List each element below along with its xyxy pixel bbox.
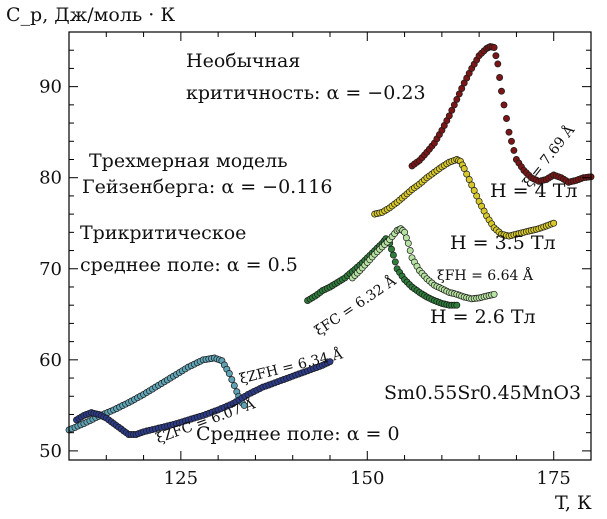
data-point: [240, 401, 248, 409]
y-tick-label: 70: [39, 259, 62, 280]
series-0: [65, 354, 248, 434]
x-tick-label: 125: [164, 468, 198, 489]
y-tick-label: 50: [39, 441, 62, 462]
annotation-heisenberg-line1: Трехмерная модель: [89, 150, 288, 172]
chart-marks: [65, 43, 595, 438]
annotation-tricritical-line1: Трикритическое: [80, 222, 247, 244]
field-label-2-6T: H = 2.6 Тл: [430, 306, 536, 328]
series-4: [371, 156, 558, 240]
data-point: [453, 95, 461, 103]
series-5: [408, 43, 595, 186]
data-point: [465, 176, 473, 183]
data-point: [450, 101, 458, 109]
data-point: [496, 74, 504, 81]
data-point: [389, 251, 397, 259]
compound-label: Sm0.55Sr0.45MnO3: [384, 382, 582, 404]
data-point: [550, 219, 558, 227]
data-point: [468, 181, 476, 189]
annotation-heisenberg-line2: Гейзенберга: α = −0.116: [82, 176, 333, 198]
y-tick-label: 60: [39, 350, 62, 371]
xi-fh-label: ξFH = 6.64 Å: [437, 268, 533, 284]
data-point: [492, 52, 500, 60]
axis-ticks: 125 150 175 50 60 70 80 90: [39, 31, 592, 489]
x-tick-label: 175: [537, 468, 571, 489]
data-point: [404, 239, 412, 247]
y-tick-label: 80: [39, 168, 62, 189]
series-1: [73, 358, 334, 438]
data-point: [225, 370, 233, 377]
series-3: [348, 225, 498, 303]
x-tick-label: 150: [350, 468, 384, 489]
data-point: [453, 301, 461, 309]
data-point: [505, 128, 513, 136]
annotation-tricritical-line2: среднее поле: α = 0.5: [80, 254, 298, 276]
data-point: [490, 44, 498, 51]
annotation-unusual-line2: критичность: α = −0.23: [186, 82, 426, 104]
data-point: [391, 258, 399, 266]
data-point: [508, 137, 515, 145]
data-point: [445, 112, 453, 120]
data-point: [228, 376, 236, 384]
data-point: [503, 115, 510, 122]
y-tick-label: 90: [39, 77, 62, 98]
data-point: [460, 165, 468, 173]
data-point: [490, 290, 498, 298]
data-point: [500, 101, 508, 109]
y-axis-label: C_p, Дж/моль · К: [6, 4, 176, 26]
data-point: [388, 245, 395, 253]
data-point: [494, 60, 502, 68]
data-point: [510, 146, 518, 154]
field-label-4T: H = 4 Тл: [490, 180, 578, 202]
field-label-3-5T: H = 3.5 Тл: [450, 232, 556, 254]
data-point: [230, 382, 238, 390]
annotation-mean-field: Среднее поле: α = 0: [196, 423, 400, 445]
data-point: [498, 87, 505, 95]
data-point: [326, 358, 334, 366]
x-axis-label: T, К: [555, 492, 592, 514]
annotation-unusual-line1: Необычная: [186, 50, 301, 72]
data-point: [458, 85, 466, 92]
data-point: [406, 247, 414, 255]
